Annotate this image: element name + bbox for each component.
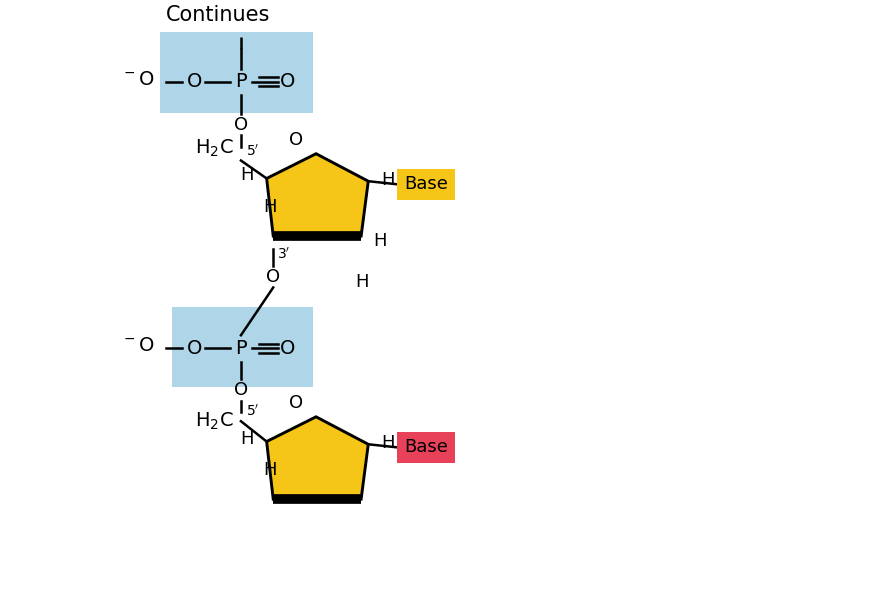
Text: P: P [235,72,247,91]
Text: Base: Base [404,438,448,456]
Text: O: O [289,131,303,149]
Text: Continues: Continues [166,5,271,25]
FancyBboxPatch shape [397,169,456,200]
Text: H: H [356,273,369,291]
Text: H: H [263,461,276,479]
Polygon shape [266,154,368,236]
FancyBboxPatch shape [173,307,313,387]
Text: O: O [266,268,280,286]
Text: O: O [234,381,248,399]
Text: H: H [240,166,253,184]
Text: O: O [279,339,295,358]
Text: O: O [279,72,295,91]
Text: H: H [381,434,395,452]
Text: H$_2$C: H$_2$C [195,410,234,432]
Text: Base: Base [404,175,448,193]
Text: O: O [289,394,303,412]
Text: H: H [263,197,276,215]
Polygon shape [266,417,368,499]
Text: $5'$: $5'$ [246,144,259,160]
Text: $^-$O: $^-$O [121,70,154,89]
Text: O: O [187,339,202,358]
Text: H: H [373,232,386,250]
Text: H: H [240,430,253,448]
FancyBboxPatch shape [160,32,313,113]
Text: H: H [381,171,395,189]
Text: H$_2$C: H$_2$C [195,138,234,160]
Text: P: P [235,339,247,358]
Text: $^-$O: $^-$O [121,337,154,355]
Text: O: O [187,72,202,91]
Text: $3'$: $3'$ [277,247,290,262]
Text: $5'$: $5'$ [246,403,259,419]
FancyBboxPatch shape [397,432,456,463]
Text: O: O [234,116,248,134]
